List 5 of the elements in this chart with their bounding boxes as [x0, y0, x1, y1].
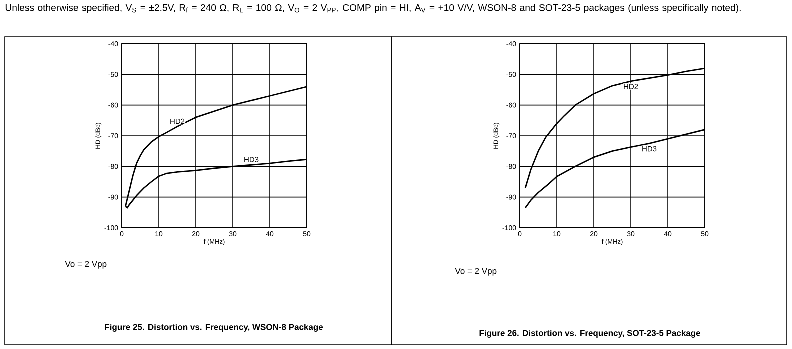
- text: Unless otherwise specified, V$_{S}$ = ±2.5V, R$_{f}$ = 240 Ω, R$_{L}$ = 100 Ω, V$_{O}$ = 2 V$_{PP}$, COMP pin = HI, A$_{V}$ = +10 V/V, WSON-8 and SOT-23-5 packages (unless specifically noted).: [6, 4, 741, 14]
- text: Figure 25. Distortion vs. Frequency, WSON-8 Package: [105, 324, 324, 332]
- text: Vo = 2 Vpp: [65, 261, 107, 269]
- text: Figure 26. Distortion vs. Frequency, SOT-23-5 Package: [480, 330, 700, 338]
- text: Vo = 2 Vpp: [455, 268, 497, 276]
